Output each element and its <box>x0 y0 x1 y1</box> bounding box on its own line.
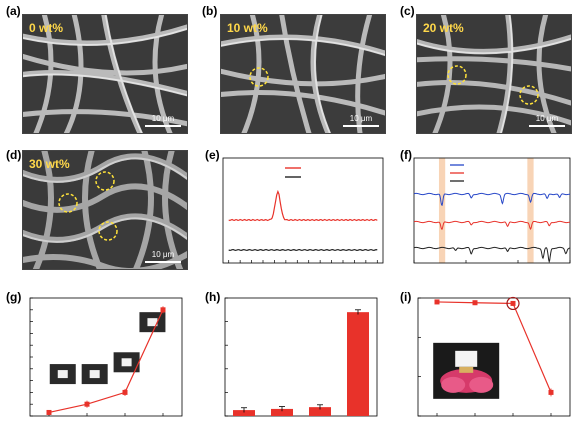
series-line-ttma <box>413 192 571 206</box>
plot-frame <box>224 297 378 417</box>
data-point <box>472 300 478 306</box>
panel-b-label: (b) <box>202 4 218 18</box>
inset-sample <box>455 350 478 367</box>
panel-d-label: (d) <box>6 148 22 162</box>
band-1732 <box>438 158 446 263</box>
wt-label-c: 20 wt% <box>423 21 464 35</box>
sem-fibers-d <box>23 151 187 269</box>
series-line-ps-pufs <box>413 220 571 230</box>
wt-label-b: 10 wt% <box>227 21 268 35</box>
chart-e-dsc <box>222 157 384 264</box>
inset-sample <box>147 318 158 327</box>
chart-h-density <box>224 297 378 417</box>
band-879 <box>527 158 534 263</box>
chart-g-volume <box>29 297 183 417</box>
scale-bar-d: 10 μm <box>145 250 181 263</box>
scale-bar-a: 10 μm <box>145 114 181 127</box>
bar <box>271 408 293 416</box>
plot-frame <box>417 297 571 417</box>
series-line-ps-pu-ttma <box>228 189 378 222</box>
sem-image-a: 0 wt% 10 μm <box>22 14 188 134</box>
data-point <box>46 409 52 415</box>
scale-bar-c: 10 μm <box>529 114 565 127</box>
sem-image-b: 10 wt% 10 μm <box>220 14 386 134</box>
wt-label-a: 0 wt% <box>29 21 64 35</box>
sem-image-d: 30 wt% 10 μm <box>22 150 188 270</box>
inset-sample <box>89 370 100 379</box>
chart-i-porosity <box>417 296 571 417</box>
panel-a-label: (a) <box>6 4 21 18</box>
panel-g-label: (g) <box>6 290 22 304</box>
wt-label-d: 30 wt% <box>29 157 70 171</box>
flower-center <box>459 366 474 373</box>
chart-f-ftir <box>413 157 571 264</box>
plot-frame <box>222 157 384 264</box>
series-line-ps-pu <box>413 246 571 264</box>
panel-e-label: (e) <box>205 148 220 162</box>
bar <box>347 312 369 416</box>
sem-image-c: 20 wt% 10 μm <box>416 14 572 134</box>
highlight-circle <box>506 296 520 311</box>
data-point <box>434 299 440 305</box>
data-point <box>548 389 554 395</box>
series-line <box>436 301 552 393</box>
flower-petals <box>441 376 466 393</box>
data-point <box>160 307 166 313</box>
inset-sample <box>57 370 68 379</box>
bar <box>233 410 255 416</box>
sem-fibers-c <box>417 15 571 133</box>
data-point <box>122 389 128 395</box>
flower-petals <box>469 376 494 393</box>
series-line-ps-pu <box>228 248 378 252</box>
sem-fibers-a <box>23 15 187 133</box>
series-line <box>48 309 164 414</box>
panel-i-label: (i) <box>400 290 412 304</box>
scale-bar-b: 10 μm <box>343 114 379 127</box>
inset-sample <box>121 358 132 367</box>
bar <box>309 407 331 416</box>
data-point <box>84 401 90 407</box>
panel-f-label: (f) <box>400 148 412 162</box>
panel-h-label: (h) <box>205 290 221 304</box>
data-point <box>510 300 516 306</box>
panel-c-label: (c) <box>400 4 415 18</box>
plot-frame <box>413 157 571 264</box>
